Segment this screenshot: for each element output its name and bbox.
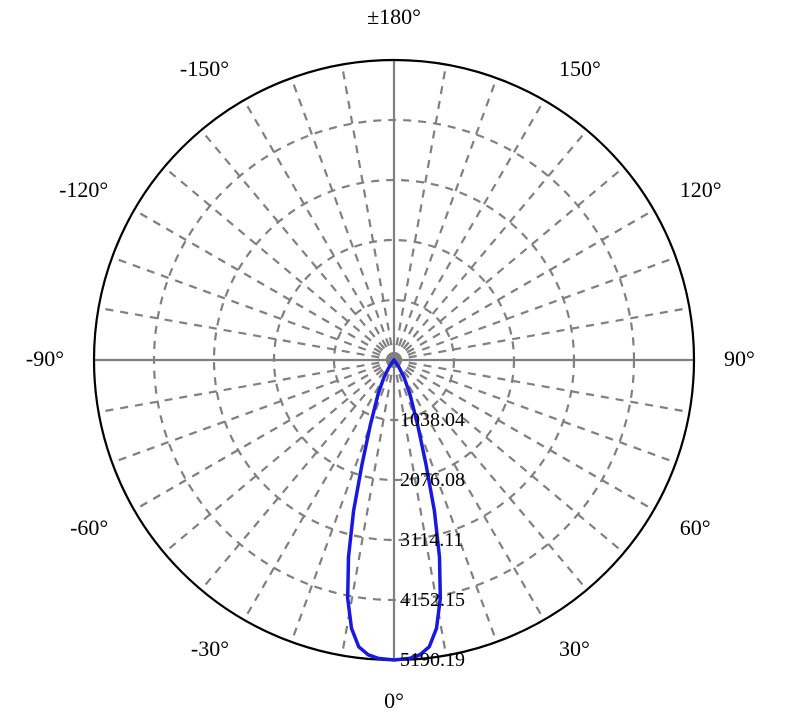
polar-chart-svg: 1038.04 2076.08 3114.11 4152.15 5190.19 0° 30°…: [0, 0, 788, 720]
polar-chart-container: 1038.04 2076.08 3114.11 4152.15 5190.19 0° 30°…: [0, 0, 788, 720]
angle-label: -90°: [26, 346, 64, 371]
angle-label: -30°: [191, 636, 229, 661]
angle-label: -60°: [70, 515, 108, 540]
ring-label: 5190.19: [400, 649, 465, 671]
angle-label: 0°: [384, 688, 404, 713]
ring-label: 4152.15: [400, 589, 465, 611]
angle-label: -120°: [59, 177, 108, 202]
angle-label: ±180°: [367, 4, 421, 29]
angle-label: 90°: [724, 346, 755, 371]
angle-label: -150°: [180, 56, 229, 81]
angle-label: 150°: [559, 56, 601, 81]
ring-label: 1038.04: [400, 409, 465, 431]
ring-label: 3114.11: [400, 529, 464, 551]
angle-label: 30°: [559, 636, 590, 661]
angle-label: 120°: [680, 177, 722, 202]
angle-label: 60°: [680, 515, 711, 540]
ring-label: 2076.08: [400, 469, 465, 491]
